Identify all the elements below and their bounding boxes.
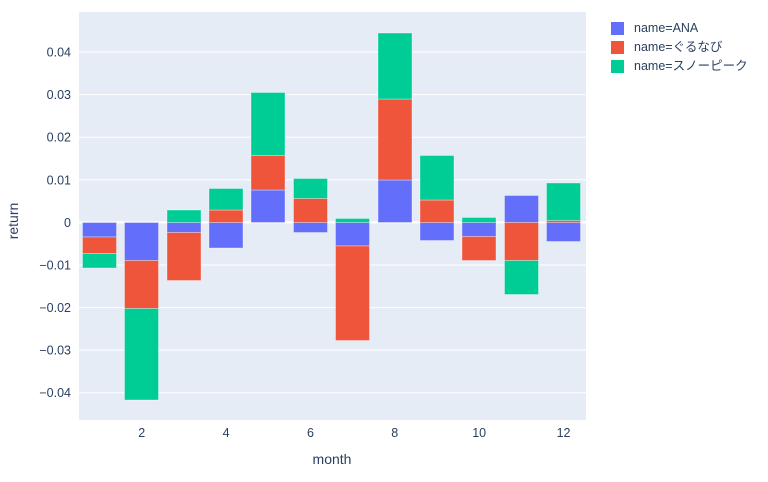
legend-label: name=ぐるなび — [634, 40, 723, 54]
bar-gurunavi-month-6[interactable] — [292, 198, 328, 223]
y-axis-title: return — [5, 203, 21, 240]
legend: name=ANA name=ぐるなび name=スノーピーク — [611, 22, 748, 73]
bar-gurunavi-month-3[interactable] — [166, 232, 202, 281]
bar-snowpeak-month-7[interactable] — [335, 218, 371, 223]
bar-snowpeak-month-6[interactable] — [292, 178, 328, 200]
bar-gurunavi-month-4[interactable] — [208, 209, 244, 223]
bar-snowpeak-month-8[interactable] — [377, 32, 413, 100]
bar-gurunavi-month-10[interactable] — [461, 235, 497, 262]
bar-ana-month-3[interactable] — [166, 221, 202, 234]
bar-snowpeak-month-3[interactable] — [166, 209, 202, 223]
bar-series — [82, 32, 582, 401]
y-tick-label: −0.01 — [39, 258, 71, 272]
y-tick-label: −0.04 — [39, 386, 71, 400]
gridlines — [79, 51, 586, 394]
legend-swatch-ana — [611, 22, 624, 35]
legend-item-snowpeak[interactable]: name=スノーピーク — [611, 60, 748, 73]
plot-area[interactable] — [79, 12, 586, 420]
bar-ana-month-9[interactable] — [419, 221, 455, 241]
bar-ana-month-8[interactable] — [377, 179, 413, 223]
bar-gurunavi-month-9[interactable] — [419, 199, 455, 223]
legend-item-ana[interactable]: name=ANA — [611, 22, 748, 35]
x-axis-title: month — [313, 451, 352, 467]
bar-gurunavi-month-2[interactable] — [124, 260, 160, 309]
x-axis-tick-labels: 2 4 6 8 10 12 — [138, 426, 570, 440]
legend-swatch-gurunavi — [611, 41, 624, 54]
bar-snowpeak-month-1[interactable] — [82, 252, 118, 269]
bar-ana-month-2[interactable] — [124, 221, 160, 262]
y-tick-label: 0 — [64, 216, 71, 230]
bar-gurunavi-month-1[interactable] — [82, 236, 118, 254]
bar-ana-month-5[interactable] — [250, 189, 286, 223]
x-tick-label: 2 — [138, 426, 145, 440]
bar-ana-month-11[interactable] — [503, 195, 539, 223]
bar-ana-month-4[interactable] — [208, 221, 244, 249]
x-tick-label: 10 — [472, 426, 486, 440]
legend-label: name=ANA — [634, 21, 699, 35]
bar-snowpeak-month-10[interactable] — [461, 217, 497, 223]
x-tick-label: 8 — [391, 426, 398, 440]
legend-swatch-snowpeak — [611, 60, 624, 73]
legend-item-gurunavi[interactable]: name=ぐるなび — [611, 41, 748, 54]
bar-ana-month-12[interactable] — [546, 221, 582, 243]
bar-snowpeak-month-12[interactable] — [546, 182, 582, 221]
bar-gurunavi-month-11[interactable] — [503, 221, 539, 261]
bar-ana-month-6[interactable] — [292, 221, 328, 234]
bar-snowpeak-month-4[interactable] — [208, 187, 244, 211]
y-tick-label: 0.02 — [47, 131, 71, 145]
bar-ana-month-10[interactable] — [461, 221, 497, 237]
y-tick-label: −0.03 — [39, 344, 71, 358]
y-tick-label: 0.04 — [47, 46, 71, 60]
legend-label: name=スノーピーク — [634, 59, 748, 73]
x-tick-label: 4 — [223, 426, 230, 440]
bar-snowpeak-month-2[interactable] — [124, 307, 160, 401]
y-axis-tick-labels: −0.04 −0.03 −0.02 −0.01 0 0.01 0.02 0.03 0.04 — [39, 46, 71, 401]
bar-ana-month-1[interactable] — [82, 221, 118, 238]
x-tick-label: 6 — [307, 426, 314, 440]
bar-gurunavi-month-7[interactable] — [335, 245, 371, 341]
bar-gurunavi-month-8[interactable] — [377, 98, 413, 181]
y-tick-label: 0.01 — [47, 173, 71, 187]
bar-snowpeak-month-11[interactable] — [503, 259, 539, 295]
y-tick-label: −0.02 — [39, 301, 71, 315]
bar-snowpeak-month-9[interactable] — [419, 155, 455, 201]
bar-gurunavi-month-5[interactable] — [250, 155, 286, 191]
bar-snowpeak-month-5[interactable] — [250, 91, 286, 157]
bar-ana-month-7[interactable] — [335, 221, 371, 247]
y-tick-label: 0.03 — [47, 88, 71, 102]
x-tick-label: 12 — [557, 426, 571, 440]
